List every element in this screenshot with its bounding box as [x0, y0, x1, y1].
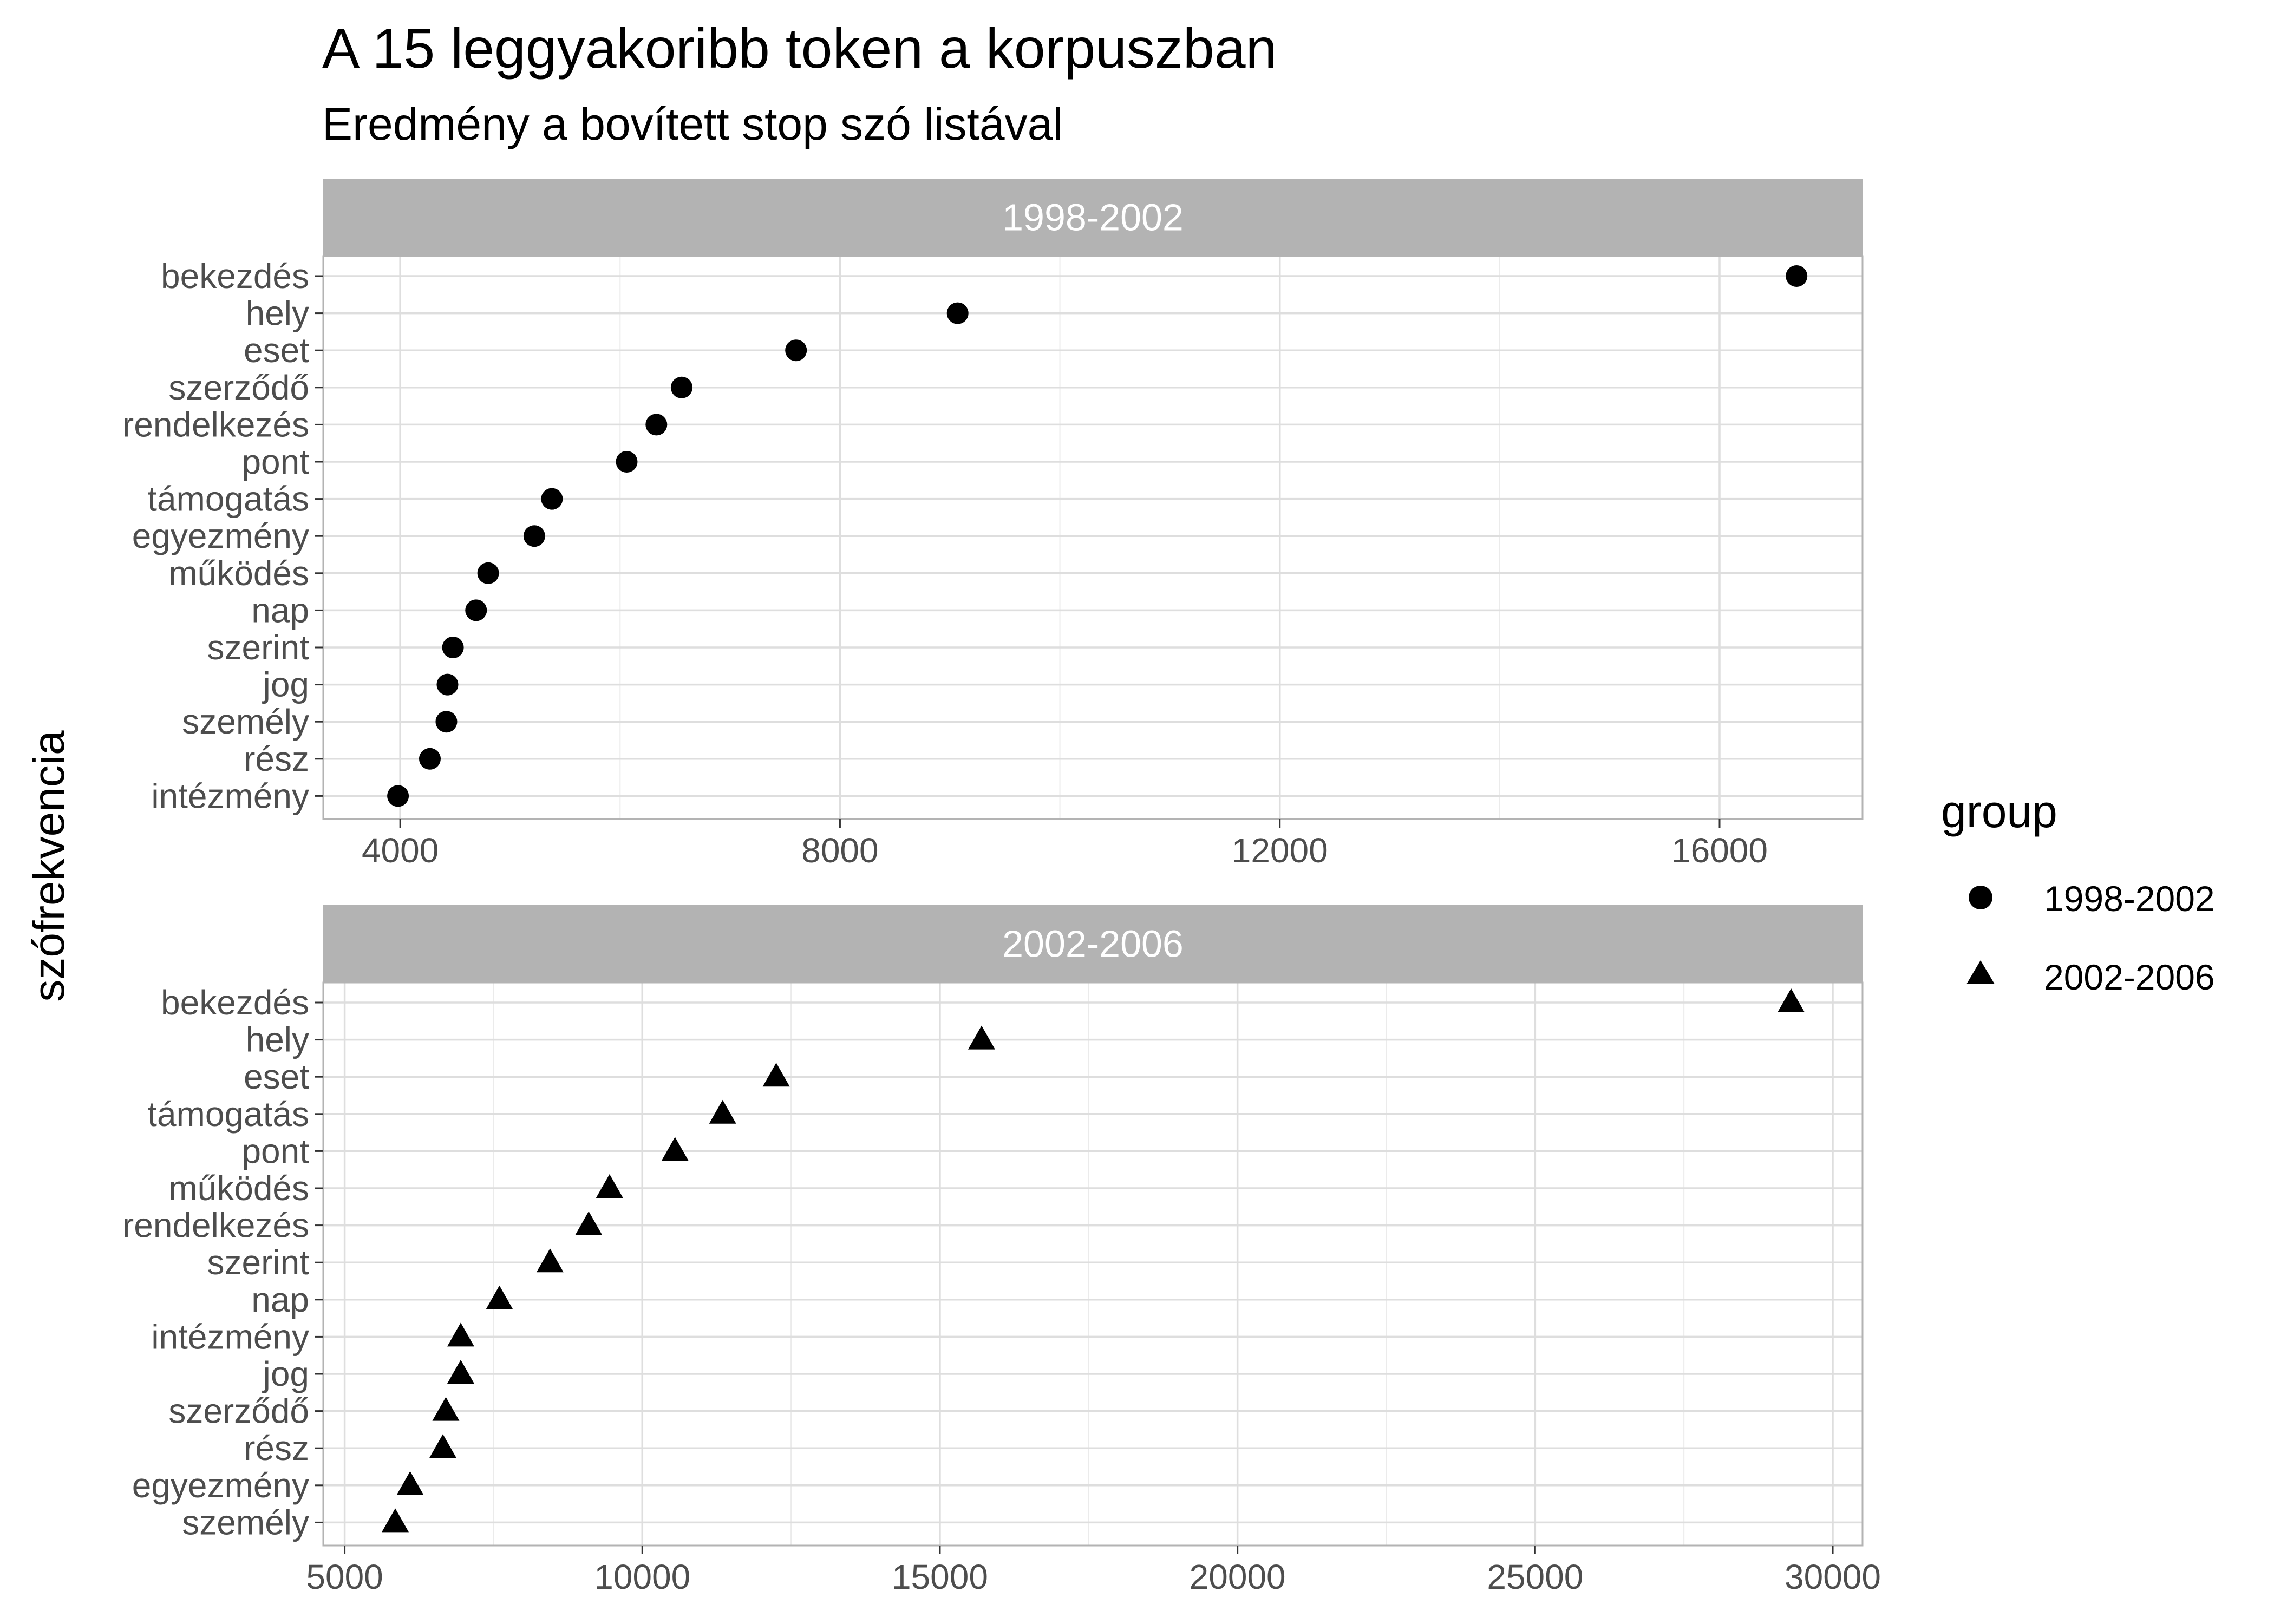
chart-subtitle: Eredmény a bovített stop szó listával	[322, 99, 1063, 149]
y-tick-label: személy	[182, 1503, 309, 1542]
data-point	[1778, 988, 1805, 1012]
legend: group 1998-2002 2002-2006	[1941, 786, 2215, 997]
y-tick-label: intézmény	[151, 776, 309, 815]
y-tick-label: egyezmény	[132, 516, 309, 555]
facet-strip	[323, 179, 1863, 256]
legend-key-triangle	[1966, 960, 1995, 984]
data-point	[436, 673, 459, 696]
data-point	[419, 748, 441, 770]
data-point	[1786, 265, 1808, 287]
y-tick-label: szerződő	[168, 368, 309, 407]
legend-label-1998-2002: 1998-2002	[2044, 879, 2215, 919]
data-point	[429, 1434, 456, 1458]
x-tick-label: 10000	[594, 1557, 690, 1596]
panel-border	[322, 981, 1864, 1547]
data-point	[465, 599, 487, 621]
y-tick-label: működés	[168, 554, 309, 593]
y-tick-label: eset	[244, 331, 309, 370]
data-point	[968, 1025, 995, 1050]
data-point	[432, 1397, 460, 1421]
y-tick-label: szerint	[207, 1243, 310, 1282]
y-tick-label: rész	[244, 1429, 309, 1468]
panel-1998-2002: 1998-2002 bekezdéshelyesetszerződőrendelk…	[122, 179, 1864, 870]
x-tick-label: 30000	[1785, 1557, 1881, 1596]
y-axis-title: szófrekvencia	[24, 730, 74, 1002]
y-tick-label: támogatás	[147, 480, 309, 519]
chart-title: A 15 leggyakoribb token a korpuszban	[322, 17, 1277, 80]
data-point	[382, 1508, 409, 1533]
x-tick-label: 20000	[1190, 1557, 1286, 1596]
data-point	[396, 1471, 424, 1495]
y-tick-label: bekezdés	[161, 983, 309, 1022]
y-tick-label: hely	[246, 1020, 309, 1059]
legend-key-circle	[1969, 886, 1992, 909]
legend-label-2002-2006: 2002-2006	[2044, 957, 2215, 997]
legend-title: group	[1941, 786, 2057, 837]
y-tick-label: nap	[251, 591, 309, 630]
y-tick-label: rendelkezés	[122, 405, 309, 444]
panel-background	[323, 256, 1863, 819]
facet-strip-label: 1998-2002	[1002, 197, 1184, 239]
data-point	[447, 1322, 474, 1347]
data-point	[541, 488, 563, 510]
panel-2002-2006: 2002-2006 bekezdéshelyesettámogatáspontmű…	[122, 905, 1881, 1596]
y-tick-label: jog	[262, 665, 309, 704]
data-point	[435, 711, 458, 733]
data-point	[536, 1248, 564, 1273]
x-tick-label: 4000	[362, 831, 439, 870]
y-tick-label: működés	[168, 1169, 309, 1208]
y-tick-label: pont	[241, 1131, 309, 1170]
data-point	[442, 637, 464, 658]
x-tick-label: 25000	[1487, 1557, 1583, 1596]
data-point	[946, 302, 969, 324]
data-point	[387, 785, 409, 807]
x-tick-label: 8000	[801, 831, 878, 870]
y-tick-label: szerződő	[168, 1392, 309, 1431]
x-tick-label: 16000	[1671, 831, 1768, 870]
data-point	[661, 1137, 689, 1161]
data-point	[596, 1174, 623, 1198]
y-tick-label: intézmény	[151, 1317, 309, 1356]
y-tick-label: pont	[241, 442, 309, 481]
data-point	[785, 339, 807, 362]
x-tick-label: 15000	[892, 1557, 988, 1596]
data-point	[709, 1099, 736, 1124]
panel-border	[322, 255, 1864, 820]
data-point	[616, 451, 638, 473]
facet-strip	[323, 905, 1863, 983]
data-point	[671, 376, 693, 398]
y-tick-label: rendelkezés	[122, 1206, 309, 1245]
y-tick-label: eset	[244, 1057, 309, 1096]
y-tick-label: jog	[262, 1354, 309, 1393]
y-tick-label: hely	[246, 294, 309, 333]
x-tick-label: 5000	[306, 1557, 383, 1596]
y-tick-label: személy	[182, 702, 309, 741]
data-point	[447, 1360, 474, 1384]
y-tick-label: nap	[251, 1280, 309, 1319]
data-point	[477, 562, 499, 584]
facet-strip-label: 2002-2006	[1002, 923, 1184, 965]
y-tick-label: bekezdés	[161, 257, 309, 296]
y-tick-label: szerint	[207, 628, 310, 667]
x-tick-label: 12000	[1232, 831, 1328, 870]
y-tick-label: támogatás	[147, 1095, 309, 1134]
y-tick-label: rész	[244, 739, 309, 778]
y-tick-label: egyezmény	[132, 1466, 309, 1505]
data-point	[645, 414, 668, 436]
data-point	[523, 525, 545, 547]
data-point	[762, 1063, 790, 1087]
data-point	[575, 1211, 603, 1235]
data-point	[486, 1285, 513, 1309]
